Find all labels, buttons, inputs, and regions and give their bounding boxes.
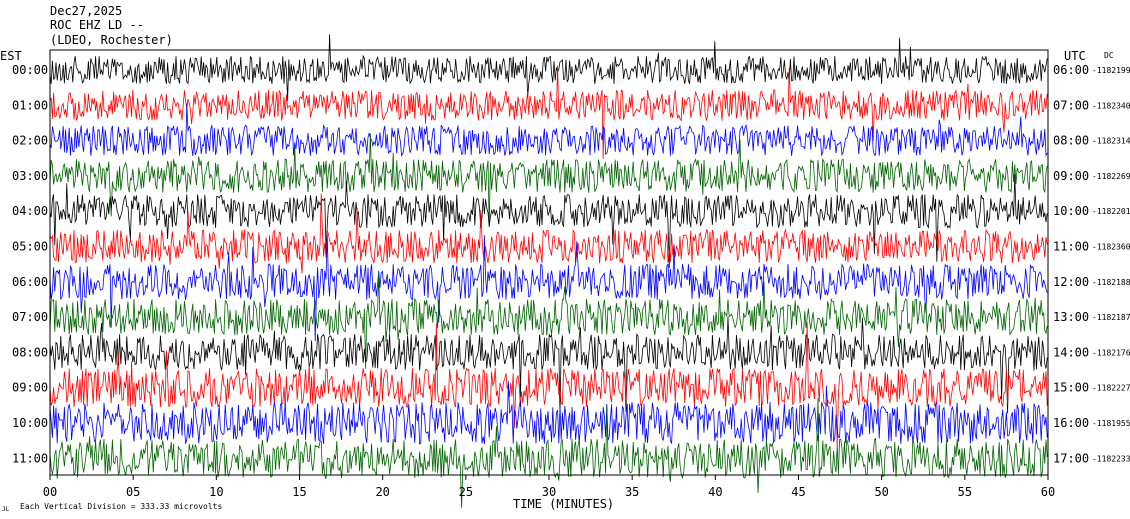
est-hour-label: 07:00	[12, 310, 48, 324]
utc-hour-label: 09:00	[1053, 169, 1089, 183]
dc-offset-label: -1182199	[1092, 66, 1130, 75]
dc-offset-label: -1182340	[1092, 101, 1130, 110]
utc-hour-label: 08:00	[1053, 134, 1089, 148]
est-hour-labels: 00:00 01:00 02:00 03:00 04:00 05:00 06:00 07:00…	[12, 63, 48, 465]
est-hour-label: 10:00	[12, 416, 48, 430]
trace-row-0300	[49, 133, 1048, 228]
dc-label: DC	[1104, 51, 1114, 60]
est-hour-label: 11:00	[12, 451, 48, 465]
dc-offset-label: -1182233	[1092, 454, 1130, 463]
dc-offset-label: -1182227	[1092, 384, 1130, 393]
dc-offset-label: -1182188	[1092, 278, 1130, 287]
dc-offset-label: -1182269	[1092, 172, 1130, 181]
x-tick-label-30: 30	[542, 485, 556, 499]
header-date: Dec27,2025	[50, 4, 123, 18]
utc-hour-label: 11:00	[1053, 240, 1089, 254]
dc-offset-label: -1182187	[1092, 313, 1130, 322]
dc-offset-label: -1182360	[1092, 243, 1130, 252]
est-hour-label: 01:00	[12, 98, 48, 112]
trace-row-0200	[49, 103, 1048, 158]
header-location: (LDEO, Rochester)	[50, 33, 173, 47]
utc-hour-label: 13:00	[1053, 310, 1089, 324]
utc-hour-label: 06:00	[1053, 63, 1089, 77]
trace-row-0900	[49, 322, 1048, 447]
est-hour-label: 04:00	[12, 204, 48, 218]
scale-note: Each Vertical Division = 333.33 microvol…	[20, 502, 222, 511]
est-hour-label: 09:00	[12, 381, 48, 395]
x-tick-label-60: 60	[1041, 485, 1055, 499]
x-tick-label-35: 35	[625, 485, 639, 499]
dc-offset-label: -1181955	[1092, 419, 1130, 428]
utc-hour-label: 14:00	[1053, 345, 1089, 359]
x-tick-label-05: 05	[126, 485, 140, 499]
est-label: EST	[0, 49, 22, 63]
x-tick-label-40: 40	[708, 485, 722, 499]
x-tick-label-50: 50	[874, 485, 888, 499]
dc-offset-label: -1182314	[1092, 137, 1130, 146]
utc-hour-labels: 06:00 -1182199 07:00 -1182340 08:00 -1182314 0…	[1053, 63, 1130, 465]
corner-mark: JL	[2, 506, 10, 513]
trace-row-1000	[49, 381, 1048, 445]
trace-row-0800	[49, 316, 1048, 415]
x-tick-label-45: 45	[791, 485, 805, 499]
x-axis: 00 05 10 15 20 25 30 35 40 45 50 55 60	[43, 475, 1055, 499]
seismic-traces	[49, 34, 1048, 508]
trace-row-0700	[49, 272, 1048, 369]
x-tick-label-20: 20	[375, 485, 389, 499]
x-tick-label-15: 15	[292, 485, 306, 499]
utc-hour-label: 12:00	[1053, 275, 1089, 289]
est-hour-label: 08:00	[12, 345, 48, 359]
trace-row-0000	[49, 34, 1048, 101]
utc-hour-label: 07:00	[1053, 98, 1089, 112]
trace-row-0500	[49, 193, 1048, 274]
utc-label: UTC	[1064, 49, 1086, 63]
dc-offset-label: -1182176	[1092, 348, 1130, 357]
dc-offset-label: -1182201	[1092, 207, 1130, 216]
utc-hour-label: 16:00	[1053, 416, 1089, 430]
trace-row-0400	[49, 174, 1048, 269]
est-hour-label: 00:00	[12, 63, 48, 77]
utc-hour-label: 15:00	[1053, 381, 1089, 395]
utc-hour-label: 10:00	[1053, 204, 1089, 218]
est-hour-label: 06:00	[12, 275, 48, 289]
x-tick-label-25: 25	[459, 485, 473, 499]
est-hour-label: 05:00	[12, 240, 48, 254]
x-tick-label-55: 55	[958, 485, 972, 499]
header-station: ROC EHZ LD --	[50, 18, 144, 32]
x-tick-label-10: 10	[209, 485, 223, 499]
x-tick-label-00: 00	[43, 485, 57, 499]
utc-hour-label: 17:00	[1053, 451, 1089, 465]
est-hour-label: 02:00	[12, 134, 48, 148]
trace-row-1100	[49, 397, 1048, 508]
trace-row-0600	[49, 233, 1048, 342]
x-axis-label: TIME (MINUTES)	[513, 497, 614, 511]
est-hour-label: 03:00	[12, 169, 48, 183]
trace-row-0100	[49, 65, 1048, 159]
